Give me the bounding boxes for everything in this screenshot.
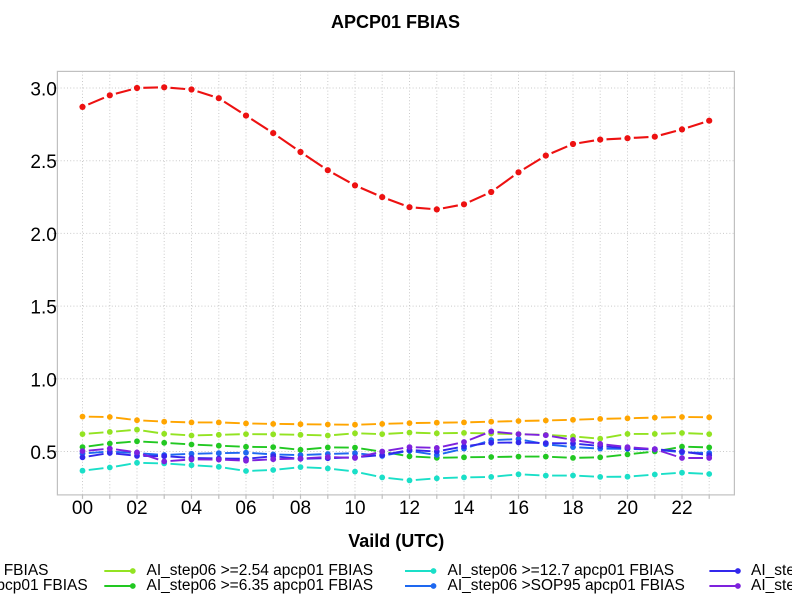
svg-text:AI_step06 >SOP95 apcp01 FBIAS: AI_step06 >SOP95 apcp01 FBIAS xyxy=(448,577,685,594)
svg-text:APCP01 FBIAS: APCP01 FBIAS xyxy=(331,12,460,32)
svg-text:AI_step06 >=6.35 apcp01 FBIAS: AI_step06 >=6.35 apcp01 FBIAS xyxy=(147,577,374,594)
svg-text:14: 14 xyxy=(453,498,475,519)
svg-text:02: 02 xyxy=(126,498,147,519)
svg-text:04: 04 xyxy=(181,498,203,519)
svg-text:08: 08 xyxy=(290,498,311,519)
svg-text:22: 22 xyxy=(671,498,692,519)
svg-text:20: 20 xyxy=(617,498,638,519)
svg-text:2.5: 2.5 xyxy=(30,152,56,173)
svg-text:1.5: 1.5 xyxy=(30,298,56,319)
svg-text:06: 06 xyxy=(235,498,256,519)
svg-text:AI_step06 >SOP99.9 apcp01 FBIA: AI_step06 >SOP99.9 apcp01 FBIAS xyxy=(751,577,792,594)
svg-text:Vaild (UTC): Vaild (UTC) xyxy=(348,531,444,551)
svg-text:12: 12 xyxy=(399,498,420,519)
svg-text:2.0: 2.0 xyxy=(30,225,56,246)
svg-text:18: 18 xyxy=(562,498,583,519)
svg-text:AI_step06 apcp01 FBIAS: AI_step06 apcp01 FBIAS xyxy=(0,562,49,579)
svg-text:1.0: 1.0 xyxy=(30,370,56,391)
svg-text:00: 00 xyxy=(72,498,93,519)
svg-text:AI_step06 >=0.25 apcp01 FBIAS: AI_step06 >=0.25 apcp01 FBIAS xyxy=(0,577,88,594)
svg-text:10: 10 xyxy=(344,498,365,519)
svg-text:16: 16 xyxy=(508,498,529,519)
svg-text:AI_step06 >=12.7 apcp01 FBIAS: AI_step06 >=12.7 apcp01 FBIAS xyxy=(448,562,675,579)
svg-text:AI_step06 >=2.54 apcp01 FBIAS: AI_step06 >=2.54 apcp01 FBIAS xyxy=(147,562,374,579)
svg-text:3.0: 3.0 xyxy=(30,80,56,101)
svg-text:0.5: 0.5 xyxy=(30,443,56,464)
svg-text:AI_step06 >SOP99 apcp01 FBIAS: AI_step06 >SOP99 apcp01 FBIAS xyxy=(751,562,792,579)
